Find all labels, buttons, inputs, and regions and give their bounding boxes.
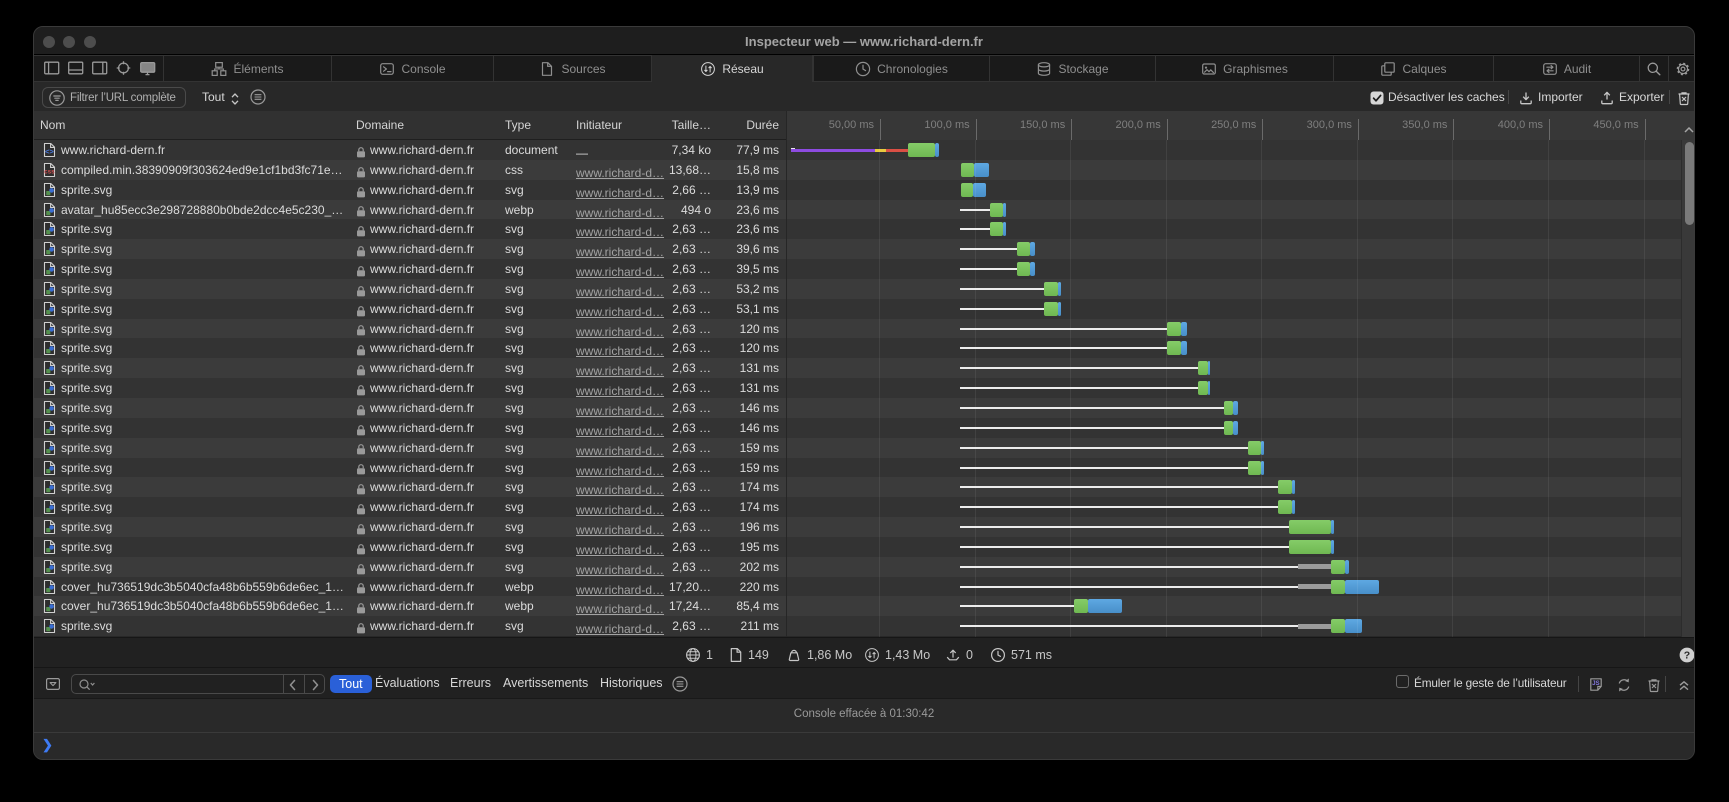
svg-text:css: css xyxy=(44,168,55,175)
svg-text:JS: JS xyxy=(1592,680,1600,687)
svg-text:<>: <> xyxy=(45,147,54,156)
svg-text:?: ? xyxy=(1684,650,1690,662)
